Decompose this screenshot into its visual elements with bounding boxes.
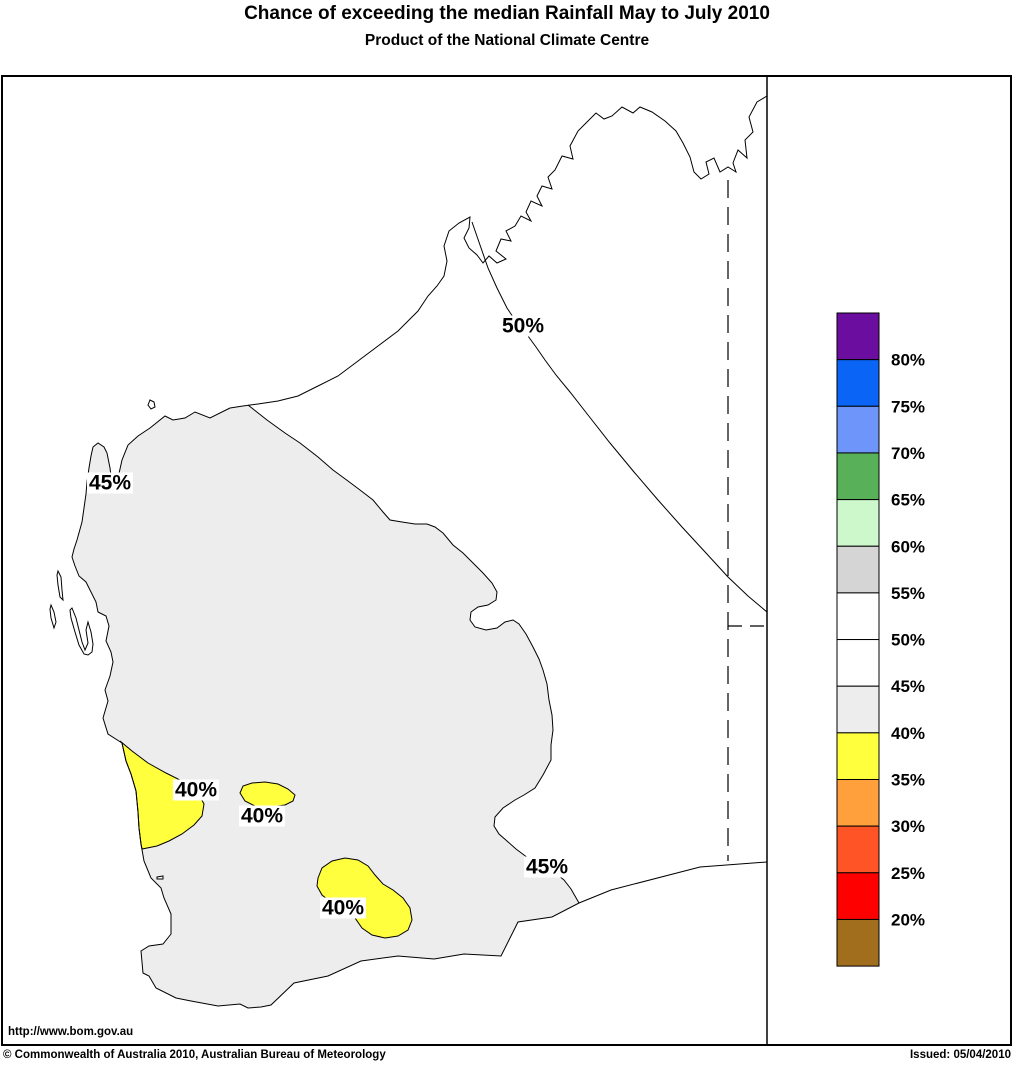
legend-swatch [836, 918, 880, 967]
island-outline [56, 569, 64, 602]
legend-label: 55% [891, 584, 925, 603]
coastline-southwest [71, 407, 768, 1009]
legend-label: 40% [891, 724, 925, 743]
legend-swatch [836, 825, 880, 874]
legend-label: 70% [891, 444, 925, 463]
island-outline [156, 875, 164, 880]
legend-swatch [836, 592, 880, 641]
issued-date-text: Issued: 05/04/2010 [909, 1049, 1011, 1061]
legend-swatch [836, 685, 880, 734]
region-40-45-fill [72, 405, 579, 1008]
legend-label: 60% [891, 537, 925, 556]
island-outline [69, 607, 94, 656]
copyright-text: © Commonwealth of Australia 2010, Austra… [3, 1049, 386, 1061]
page-subtitle: Product of the National Climate Centre [364, 32, 650, 49]
legend-label: 30% [891, 817, 925, 836]
legend-label: 25% [891, 864, 925, 883]
contour-line-50 [471, 221, 768, 613]
legend-label: 45% [891, 677, 925, 696]
legend-swatch [836, 779, 880, 827]
map-frame [1, 75, 1012, 1046]
legend-swatch [836, 452, 880, 501]
legend-swatch [836, 639, 880, 687]
legend-swatch [836, 312, 880, 361]
island-outline [147, 399, 156, 410]
legend-label: 65% [891, 491, 925, 510]
legend-swatch [836, 545, 880, 594]
legend-swatch [836, 732, 880, 780]
legend-label: 80% [891, 351, 925, 370]
legend-label: 35% [891, 771, 925, 790]
legend-label: 50% [891, 631, 925, 650]
contour-line-45 [247, 404, 580, 904]
legend-swatch [836, 872, 880, 920]
legend-label: 20% [891, 910, 925, 929]
legend-swatch [836, 499, 880, 547]
legend-swatch [836, 359, 880, 407]
legend-swatch [836, 405, 880, 454]
legend-label: 75% [891, 397, 925, 416]
bom-url-text: http://www.bom.gov.au [8, 1026, 134, 1038]
island-outline [49, 603, 57, 630]
coastline-north [229, 95, 768, 409]
page-title: Chance of exceeding the median Rainfall … [244, 3, 770, 24]
